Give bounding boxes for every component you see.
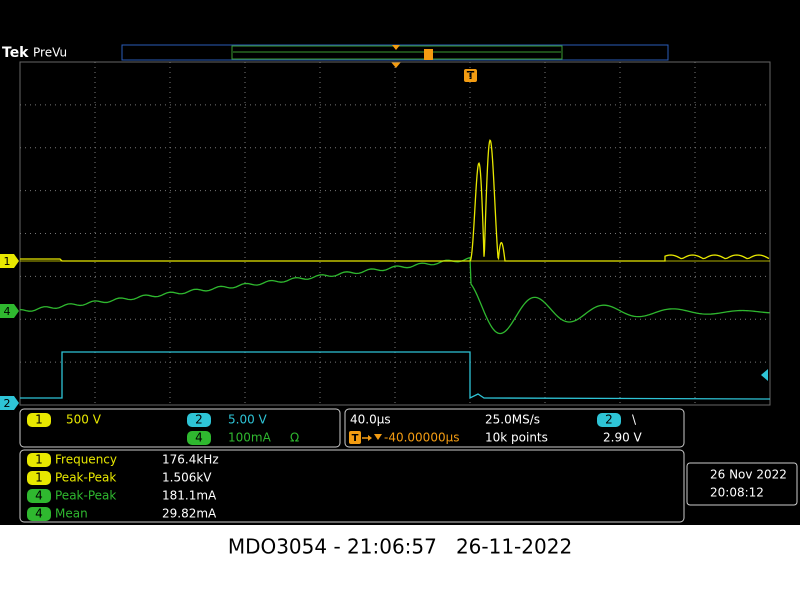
badge-label: 1 bbox=[35, 471, 43, 485]
badge bbox=[27, 489, 51, 503]
arrow-head bbox=[368, 435, 372, 441]
expansion-point bbox=[391, 62, 401, 68]
trigger-level: 2.90 V bbox=[603, 431, 643, 445]
ch4-trace bbox=[19, 256, 770, 335]
badge-label: 4 bbox=[35, 489, 43, 503]
badge bbox=[27, 471, 51, 485]
ch4-termination: Ω bbox=[290, 431, 299, 445]
measurement-value: 29.82mA bbox=[162, 507, 217, 521]
measurement-name: Frequency bbox=[55, 453, 117, 467]
badge-label: 1 bbox=[35, 453, 43, 467]
trigger-label: T bbox=[467, 69, 475, 82]
record-length: 10k points bbox=[485, 431, 548, 445]
ch1-trace bbox=[20, 139, 770, 262]
badge bbox=[597, 413, 621, 427]
ch1-marker-label: 1 bbox=[4, 255, 11, 268]
badge bbox=[187, 413, 211, 427]
badge bbox=[27, 413, 51, 427]
ch1-marker bbox=[0, 254, 19, 268]
measurement-value: 1.506kV bbox=[162, 471, 212, 485]
delay: -40.00000µs bbox=[384, 431, 459, 445]
badge-label: 4 bbox=[35, 507, 43, 521]
caption: MDO3054 - 21:06:57 26-11-2022 bbox=[228, 535, 572, 559]
trigger-badge bbox=[464, 69, 477, 82]
measurement-value: 181.1mA bbox=[162, 489, 217, 503]
badge bbox=[27, 453, 51, 467]
ch2-marker bbox=[0, 396, 19, 410]
delay-marker bbox=[374, 434, 382, 440]
trigger-slope: \ bbox=[632, 413, 637, 427]
brand: Tek bbox=[2, 45, 29, 61]
badge-label: 2 bbox=[605, 413, 613, 427]
measurement-name: Peak-Peak bbox=[55, 489, 116, 503]
channel-box bbox=[19, 408, 341, 448]
mode: PreVu bbox=[33, 46, 67, 60]
measurement-value: 176.4kHz bbox=[162, 453, 219, 467]
badge-label: 1 bbox=[35, 413, 43, 427]
badge bbox=[187, 431, 211, 445]
badge-label: 2 bbox=[195, 413, 203, 427]
ch4-marker bbox=[0, 304, 19, 318]
sample-rate: 25.0MS/s bbox=[485, 413, 540, 427]
trigger-badge bbox=[349, 431, 361, 444]
ch2-scale: 5.00 V bbox=[228, 413, 268, 427]
ch4-marker-label: 4 bbox=[4, 305, 11, 318]
date: 26 Nov 2022 bbox=[710, 468, 787, 482]
ch2-marker-label: 2 bbox=[4, 397, 11, 410]
ch4-scale: 100mA bbox=[228, 431, 272, 445]
ch1-scale: 500 V bbox=[66, 413, 102, 427]
trigger-level-marker bbox=[761, 369, 768, 381]
trigger-pos bbox=[392, 45, 400, 50]
time: 20:08:12 bbox=[710, 486, 764, 500]
badge-label: 4 bbox=[195, 431, 203, 445]
date-box bbox=[686, 462, 798, 506]
measurement-box bbox=[19, 449, 685, 523]
measurement-name: Mean bbox=[55, 507, 88, 521]
trigger-label: T bbox=[352, 433, 359, 444]
badge bbox=[27, 507, 51, 521]
trigger-mini bbox=[424, 49, 433, 60]
measurement-name: Peak-Peak bbox=[55, 471, 116, 485]
horizontal-scale: 40.0µs bbox=[350, 413, 391, 427]
ch2-trace bbox=[20, 351, 771, 400]
